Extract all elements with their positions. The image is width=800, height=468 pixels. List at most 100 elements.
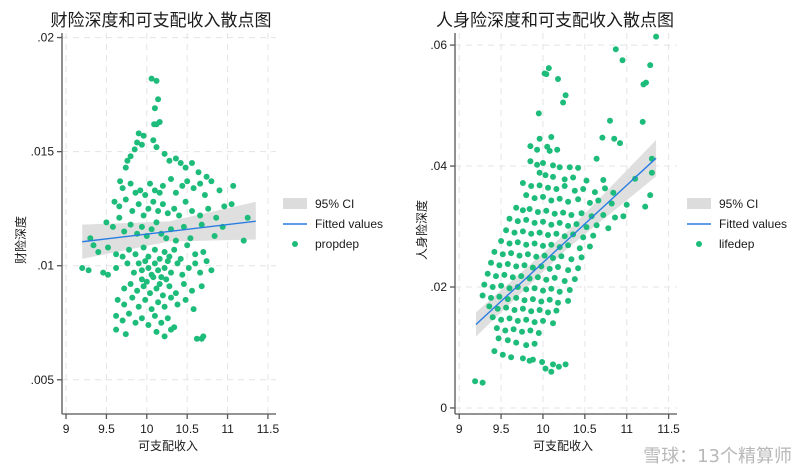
scatter-point [600, 212, 607, 218]
scatter-point [514, 317, 521, 324]
scatter-point [171, 246, 178, 253]
scatter-point [586, 199, 593, 206]
y-axis-label: 财险深度 [13, 216, 28, 264]
y-tick-label: 0 [440, 401, 447, 415]
scatter-point [529, 296, 536, 303]
scatter-point [486, 303, 493, 310]
scatter-point [524, 251, 531, 258]
scatter-point [504, 337, 511, 344]
scatter-point [113, 251, 120, 258]
scatter-point [172, 155, 179, 162]
scatter-point [519, 355, 526, 362]
scatter-point [546, 147, 553, 154]
scatter-point [240, 237, 247, 244]
scatter-point [513, 263, 520, 270]
scatter-point [605, 225, 612, 232]
scatter-point [127, 153, 134, 160]
scatter-point [163, 276, 170, 283]
scatter-point [479, 292, 486, 299]
scatter-point [571, 187, 578, 194]
scatter-point [151, 187, 158, 194]
scatter-point [523, 286, 530, 293]
scatter-point [158, 319, 165, 326]
scatter-point [116, 203, 123, 210]
scatter-point [496, 293, 503, 300]
scatter-point [535, 330, 542, 336]
scatter-point [119, 317, 126, 324]
scatter-point [134, 139, 141, 146]
scatter-point [608, 200, 615, 207]
scatter-point [528, 230, 535, 237]
scatter-point [529, 264, 536, 271]
scatter-point [553, 307, 560, 314]
legend-ci-swatch [283, 198, 307, 209]
scatter-point [519, 207, 526, 214]
scatter-point [90, 242, 97, 249]
scatter-point [182, 164, 189, 171]
scatter-point [539, 359, 546, 365]
scatter-point [153, 219, 160, 226]
scatter-point [79, 265, 86, 271]
scatter-point [193, 335, 200, 342]
scatter-point [129, 294, 136, 301]
scatter-point [545, 309, 551, 316]
scatter-point [534, 209, 541, 215]
scatter-point [561, 176, 568, 183]
scatter-point [138, 276, 145, 283]
x-tick-label: 9.5 [98, 422, 115, 436]
scatter-point [103, 219, 110, 226]
scatter-point [623, 201, 630, 208]
scatter-point [545, 65, 552, 72]
scatter-point [159, 292, 166, 299]
scatter-point [543, 276, 550, 283]
y-tick-label: .02 [430, 280, 447, 294]
y-tick-label: .01 [37, 259, 54, 273]
scatter-point [508, 354, 515, 361]
scatter-point [145, 205, 152, 212]
scatter-point [531, 319, 538, 326]
scatter-point [491, 248, 498, 255]
scatter-point [499, 351, 506, 358]
scatter-point [172, 290, 179, 297]
scatter-point [121, 301, 128, 308]
scatter-point [142, 296, 149, 303]
scatter-point [612, 214, 618, 221]
scatter-point [153, 77, 160, 84]
watermark-text: 雪球：13个精算师 [643, 446, 792, 467]
scatter-point [192, 251, 199, 258]
scatter-point [536, 169, 543, 176]
scatter-point [151, 312, 158, 319]
scatter-point [208, 267, 215, 274]
scatter-point [590, 232, 597, 239]
scatter-point [116, 214, 123, 221]
scatter-point [536, 229, 543, 236]
scatter-point [514, 218, 521, 225]
scatter-point [127, 221, 134, 228]
scatter-point [527, 143, 534, 150]
scatter-point [166, 283, 173, 290]
legend: 95% CI Fitted values lifedep [687, 197, 787, 251]
scatter-point [148, 306, 155, 313]
scatter-point [155, 299, 162, 306]
fitted-line [475, 157, 657, 326]
scatter-point [189, 287, 195, 294]
scatter-point [502, 327, 509, 334]
legend-label-series: propdep [315, 237, 359, 251]
scatter-point [575, 164, 582, 171]
scatter-point [540, 287, 546, 294]
scatter-point [184, 178, 191, 185]
scatter-point [513, 204, 520, 211]
scatter-point [571, 276, 578, 283]
y-tick-label: .005 [31, 373, 55, 387]
scatter-point [230, 182, 237, 189]
scatter-point [135, 130, 142, 137]
scatter-point [511, 307, 518, 313]
scatter-point [493, 325, 500, 332]
scatter-point [529, 356, 536, 363]
scatter-point [550, 255, 556, 261]
scatter-point [573, 221, 580, 228]
scatter-point [138, 267, 145, 274]
fitted-line-path [475, 157, 657, 326]
scatter-point [147, 290, 153, 297]
scatter-point [550, 173, 556, 180]
